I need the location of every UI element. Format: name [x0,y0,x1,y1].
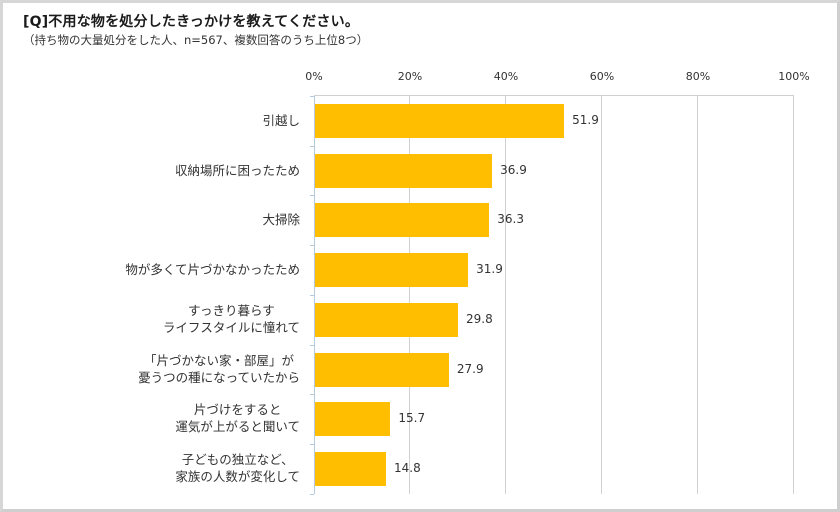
value-label: 36.9 [500,163,527,177]
bar [315,154,493,188]
category-label-line: ライフスタイルに憧れて [162,320,300,335]
y-axis-tick [310,146,314,147]
value-label: 14.8 [394,461,421,475]
category-label-line: 家族の人数が変化して [175,469,300,484]
bar [315,402,391,436]
y-axis-tick [310,444,314,445]
chart-title: [Q]不用な物を処分したきっかけを教えてください。 [23,14,360,30]
category-label-line: 運気が上がると聞いて [175,419,300,434]
value-label: 51.9 [572,113,599,127]
category-label: 物が多くて片づかなかったため [125,261,300,278]
plot-area: 51.9 36.9 36.3 31.9 29.8 27.9 15.7 14.8 [310,95,794,495]
gridline [505,96,506,494]
category-label: 収納場所に困ったため [175,162,300,179]
category-label-line: 大掃除 [262,211,300,227]
x-tick-label: 20% [397,70,423,83]
y-axis-tick [310,394,314,395]
category-label-line: 子どもの独立など、 [181,452,294,467]
chart-subtitle: （持ち物の大量処分をした人、n=567、複数回答のうち上位8つ） [23,33,369,47]
x-tick-label: 100% [778,70,810,83]
category-label-line: 引越し [262,112,300,128]
category-label: 大掃除 [262,211,300,228]
bar [315,303,459,337]
x-tick-label: 40% [493,70,519,83]
bar [315,452,387,486]
category-label-line: すっきり暮らす [188,303,275,318]
gridline [601,96,602,494]
bar [315,203,490,237]
value-label: 31.9 [476,262,503,276]
gridline [697,96,698,494]
category-label-line: 物が多くて片づかなかったため [125,261,300,277]
category-label-line: 「片づかない家・部屋」が [144,353,295,368]
category-label: すっきり暮らすライフスタイルに憧れて [163,302,300,336]
y-axis-tick [310,96,314,97]
x-tick-label: 0% [305,70,323,83]
value-label: 27.9 [456,362,484,376]
gridline [793,96,794,494]
category-label: 「片づかない家・部屋」が 憂うつの種になっていたから [138,352,300,386]
y-axis-tick [310,195,314,196]
y-axis-tick [310,295,314,296]
category-label-line: 片づけをすると [193,402,282,417]
value-label: 29.8 [466,312,493,326]
y-axis-tick [310,345,314,346]
bar [315,104,565,138]
y-axis-tick [310,245,314,246]
value-label: 36.3 [497,212,524,226]
value-label: 15.7 [398,411,426,425]
category-label: 子どもの独立など、 家族の人数が変化して [175,451,300,485]
y-axis-tick [310,494,314,495]
x-tick-label: 80% [685,70,711,83]
gridline [409,96,410,494]
category-label-line: 収納場所に困ったため [174,162,300,178]
category-label-line: 憂うつの種になっていたから [138,370,300,385]
bar [315,353,449,387]
bar [315,253,469,287]
category-label: 片づけをすると運気が上がると聞いて [175,401,300,435]
category-label: 引越し [262,112,300,129]
y-axis-line [314,96,315,494]
x-tick-label: 60% [589,70,615,83]
